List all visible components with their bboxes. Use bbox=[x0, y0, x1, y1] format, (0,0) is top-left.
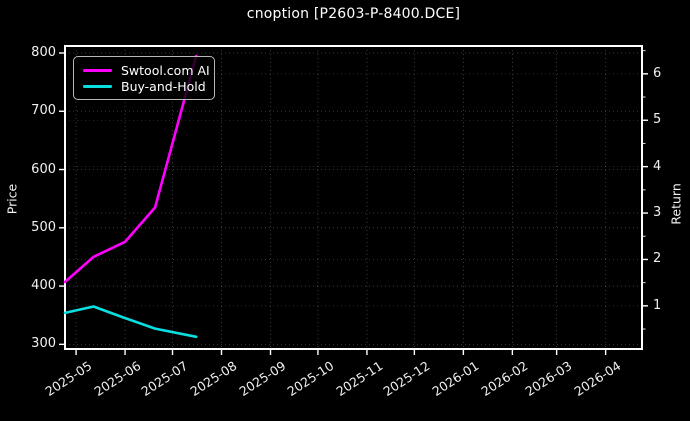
left-axis-label: Price bbox=[4, 183, 20, 215]
right-axis-tick-label: 3 bbox=[653, 205, 662, 221]
swtool-line-swatch-icon bbox=[83, 68, 112, 72]
left-axis-tick-label: 700 bbox=[31, 103, 56, 119]
right-axis-tick-label: 5 bbox=[653, 112, 662, 128]
buyhold-line-swatch-icon bbox=[83, 85, 112, 89]
legend-label-buyhold: Buy-and-Hold bbox=[121, 79, 206, 95]
right-axis-tick-label: 2 bbox=[653, 251, 662, 267]
plot-frame bbox=[64, 45, 643, 350]
right-axis-label: Return bbox=[668, 183, 684, 225]
chart-title: cnoption [P2603-P-8400.DCE] bbox=[246, 6, 461, 22]
left-axis-tick-label: 300 bbox=[31, 336, 56, 352]
left-axis-tick-label: 800 bbox=[31, 44, 56, 60]
right-axis-tick-label: 6 bbox=[653, 65, 662, 81]
legend-item-buyhold: Buy-and-Hold bbox=[83, 79, 206, 96]
legend-label-swtool: Swtool.com AI bbox=[121, 62, 210, 78]
series-line-buy-and-hold bbox=[63, 305, 198, 339]
legend-box: Swtool.com AI Buy-and-Hold bbox=[73, 56, 215, 100]
series-line-swtool-com-ai bbox=[63, 54, 198, 284]
left-axis-tick-label: 400 bbox=[31, 278, 56, 294]
right-axis-tick-label: 4 bbox=[653, 158, 662, 174]
right-axis-tick-label: 1 bbox=[653, 297, 662, 313]
left-axis-tick-label: 600 bbox=[31, 161, 56, 177]
left-axis-tick-label: 500 bbox=[31, 219, 56, 235]
legend-item-swtool: Swtool.com AI bbox=[83, 62, 210, 79]
